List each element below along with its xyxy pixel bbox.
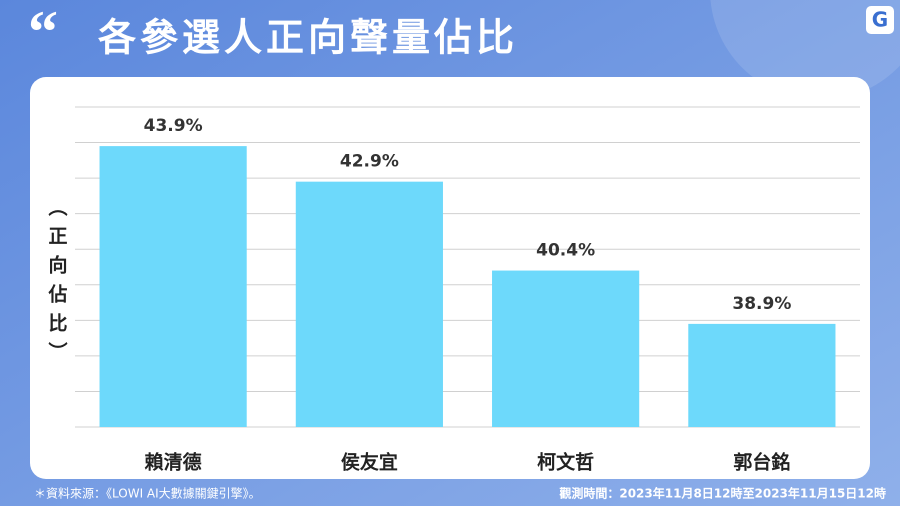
x-tick-label: 柯文哲: [537, 451, 594, 474]
quote-icon: “: [28, 0, 58, 65]
source-note: ＊資料來源：《LOWI AI大數據關鍵引擎》。: [34, 486, 261, 501]
x-tick-label: 侯友宜: [341, 451, 398, 474]
value-label: 40.4%: [536, 241, 595, 261]
x-tick-label: 郭台銘: [733, 451, 790, 474]
value-label: 43.9%: [144, 116, 203, 136]
bar: [492, 270, 640, 427]
value-label: 38.9%: [732, 294, 791, 314]
chart-title: 各參選人正向聲量佔比: [98, 16, 518, 60]
bar: [295, 181, 443, 427]
decoration: [710, 0, 900, 100]
period-note: 觀測時間：2023年11月8日12時至2023年11月15日12時: [559, 486, 886, 501]
svg-text:G: G: [872, 8, 888, 32]
logo: G: [866, 6, 894, 34]
x-tick-label: 賴清德: [145, 451, 202, 474]
bar: [688, 323, 836, 427]
bar: [99, 146, 247, 427]
y-axis-label: （正向佔比）: [46, 197, 69, 371]
value-label: 42.9%: [340, 152, 399, 172]
